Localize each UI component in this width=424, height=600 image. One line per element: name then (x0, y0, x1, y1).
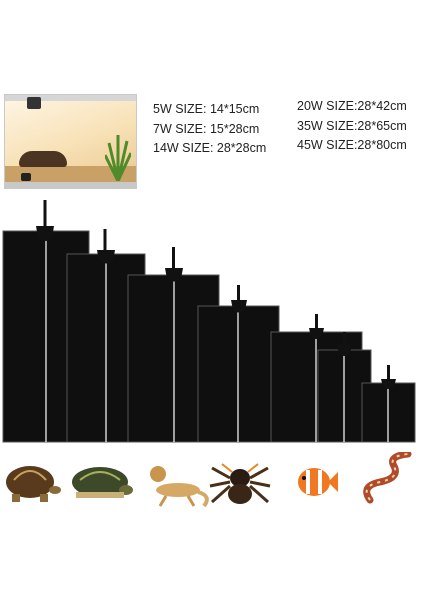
size-5w: 5W SIZE: 14*15cm (153, 102, 260, 116)
terrarium-sand (5, 166, 136, 182)
heat-mat-14w (197, 285, 280, 443)
size-list-right: 20W SIZE:28*42cm 35W SIZE:28*65cm 45W SI… (297, 97, 407, 156)
heat-mat-3w (361, 365, 416, 443)
size-14w: 14W SIZE: 28*28cm (153, 141, 267, 155)
turtle-icon (72, 467, 133, 498)
clownfish-icon (298, 468, 338, 496)
size-list-left: 5W SIZE: 14*15cm 7W SIZE: 15*28cm 14W SI… (153, 100, 266, 159)
size-20w: 20W SIZE:28*42cm (297, 99, 407, 113)
bearded-dragon-icon (150, 466, 209, 508)
size-7w: 7W SIZE: 15*28cm (153, 121, 260, 136)
tarantula-icon (209, 463, 271, 504)
terrarium-frame-top (5, 95, 136, 101)
terrarium-frame-bottom (5, 182, 136, 188)
heat-mat-plug (21, 173, 31, 181)
plant-icon (105, 135, 131, 181)
animals-row (6, 452, 412, 508)
thermostat-controller (27, 97, 41, 109)
size-45w: 45W SIZE:28*80cm (297, 138, 407, 152)
size-35w: 35W SIZE:28*65cm (297, 118, 407, 133)
tortoise-icon (6, 466, 61, 502)
snake-icon (363, 452, 412, 504)
terrarium-photo (4, 94, 137, 189)
turtle-in-terrarium (19, 151, 67, 167)
